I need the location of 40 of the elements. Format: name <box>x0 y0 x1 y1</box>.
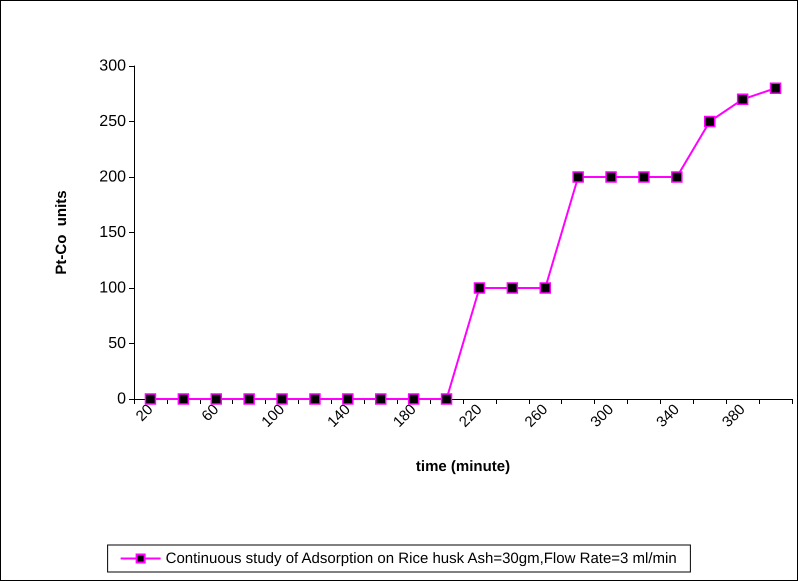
point <box>704 116 716 128</box>
x-tick-label: 340 <box>653 400 683 431</box>
point <box>540 282 551 294</box>
y-tick-label: 100 <box>99 280 126 296</box>
point <box>638 171 650 183</box>
y-tick-label: 50 <box>108 335 126 352</box>
y-tick-label: 150 <box>99 224 126 241</box>
point <box>770 82 782 94</box>
point <box>408 393 420 405</box>
y-tick-label: 250 <box>99 113 126 130</box>
point <box>736 94 748 106</box>
x-tick-label: 260 <box>522 400 552 431</box>
y-tick-label: 200 <box>99 168 126 186</box>
x-tick-label: 180 <box>390 400 420 431</box>
legend-label: Continuous study of Adsorption on Rice husk Ash=30gm,Flow Rate=3 ml/min <box>166 550 677 567</box>
point <box>309 393 321 405</box>
y-tick-label: 300 <box>99 58 126 74</box>
x-tick-label: 220 <box>456 400 486 431</box>
point <box>375 393 386 405</box>
x-tick-label: 100 <box>258 400 288 431</box>
point <box>243 393 255 405</box>
point <box>506 282 518 294</box>
x-axis-title: time (minute) <box>416 458 510 475</box>
point <box>474 282 486 294</box>
x-tick-label: 300 <box>587 400 618 431</box>
y-tick-label: 0 <box>117 390 126 408</box>
point <box>605 171 617 183</box>
point <box>572 171 584 183</box>
x-tick-label: 60 <box>198 400 222 425</box>
point <box>342 393 354 405</box>
point <box>276 393 288 405</box>
x-tick-label: 140 <box>324 400 354 431</box>
point <box>210 393 222 405</box>
point <box>440 393 452 405</box>
x-tick-label: 380 <box>718 400 749 431</box>
x-tick-label: 20 <box>132 400 156 425</box>
y-axis-title: Pt-Co units <box>53 190 70 275</box>
point <box>178 393 190 405</box>
point <box>671 171 683 183</box>
point <box>144 393 156 405</box>
